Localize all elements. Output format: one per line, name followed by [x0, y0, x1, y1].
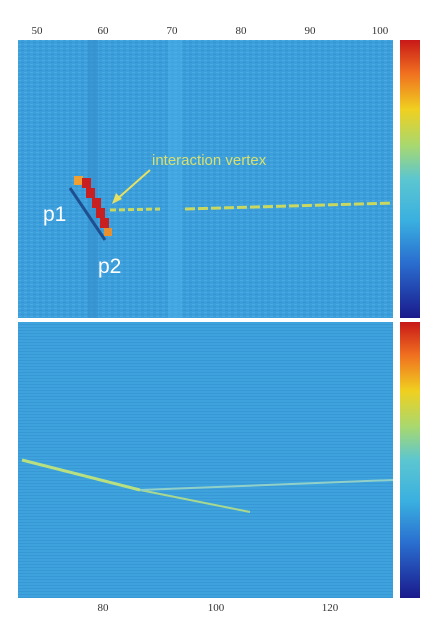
colorbar [400, 40, 420, 318]
event-display: interaction vertex p1 p2 50 60 70 80 90 … [0, 0, 427, 627]
x-tick-label: 100 [208, 602, 225, 614]
colorbar [400, 322, 420, 598]
x-tick-label: 60 [98, 25, 110, 37]
x-tick-label: 100 [372, 25, 389, 37]
x-tick-label: 80 [98, 602, 110, 614]
x-tick-label: 80 [236, 25, 248, 37]
x-tick-label: 70 [167, 25, 179, 37]
annotation: interaction vertex [152, 152, 267, 169]
bottom-panel [18, 322, 393, 598]
annotation: p1 [43, 203, 66, 226]
x-tick-label: 50 [32, 25, 44, 37]
x-tick-label: 120 [322, 602, 339, 614]
annotation: p2 [98, 255, 121, 278]
page: interaction vertex p1 p2 50 60 70 80 90 … [0, 0, 427, 627]
band [168, 40, 182, 318]
x-tick-label: 90 [305, 25, 317, 37]
